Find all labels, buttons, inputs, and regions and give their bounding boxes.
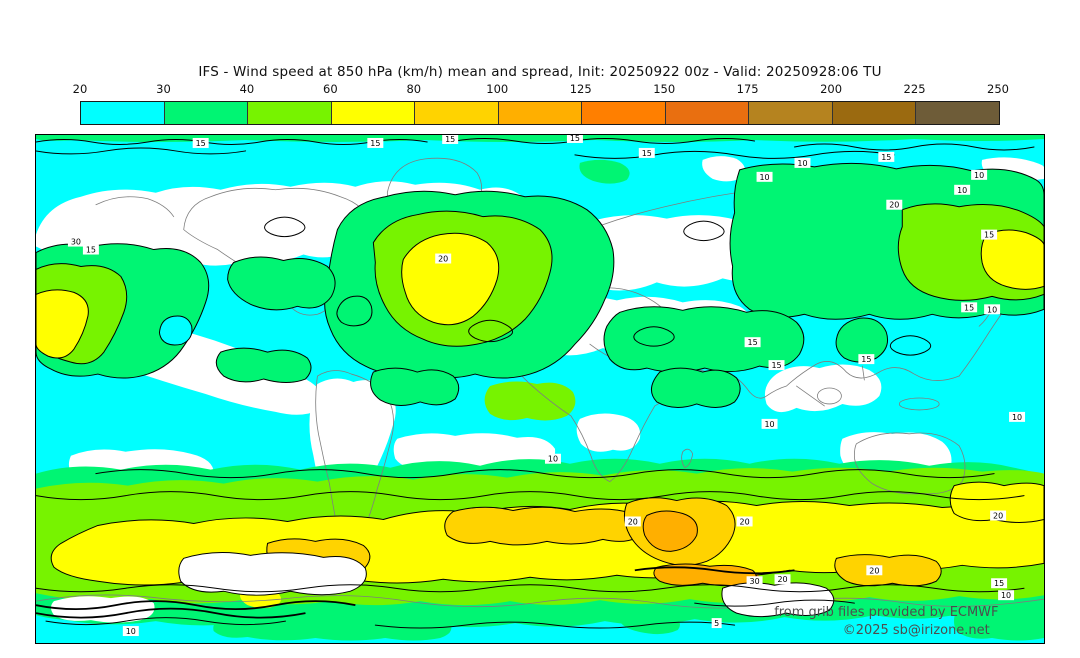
colorbar-segment-60-80 (331, 102, 416, 124)
contour-label: 10 (1009, 411, 1026, 422)
contour-label: 10 (544, 453, 561, 464)
svg-text:15: 15 (370, 139, 380, 148)
colorbar (80, 101, 1000, 125)
svg-text:15: 15 (994, 579, 1004, 588)
svg-text:10: 10 (974, 171, 984, 180)
colorbar-tick: 30 (156, 82, 171, 96)
svg-text:10: 10 (957, 186, 967, 195)
contour-label: 20 (435, 253, 452, 264)
svg-text:20: 20 (889, 201, 899, 210)
svg-text:15: 15 (771, 361, 781, 370)
contour-label: 15 (367, 137, 384, 148)
colorbar-tick-row: 20 30 40 60 80 100 125 150 175 200 225 250 (0, 82, 1080, 96)
contour-label: 10 (971, 169, 988, 180)
contour-label: 10 (794, 157, 811, 168)
contour-label: 15 (192, 137, 209, 148)
colorbar-segment-20-30 (81, 102, 165, 124)
contour-label: 30 (746, 576, 763, 586)
colorbar-segment-150-175 (665, 102, 750, 124)
svg-text:5: 5 (714, 619, 719, 628)
contour-label: 15 (991, 578, 1008, 588)
svg-text:10: 10 (797, 159, 807, 168)
svg-text:15: 15 (964, 303, 974, 312)
colorbar-tick: 225 (903, 82, 926, 96)
contour-label: 10 (761, 418, 778, 429)
spread-contour-layer (36, 137, 1044, 629)
contour-label: 15 (638, 147, 655, 158)
svg-text:15: 15 (861, 355, 871, 364)
colorbar-segment-225-250 (916, 102, 1000, 124)
colorbar-segment-125-150 (582, 102, 666, 124)
colorbar-tick: 175 (736, 82, 759, 96)
contour-label: 10 (122, 626, 139, 636)
svg-text:15: 15 (570, 135, 580, 143)
contour-label: 15 (744, 337, 761, 347)
contour-label: 30 (67, 236, 84, 247)
contour-label: 10 (998, 590, 1015, 600)
colorbar-tick: 20 (72, 82, 88, 96)
wind-map: 15 15 15 15 15 15 10 10 20 10 10 30 15 20 15 15 15 15 10 10… (35, 134, 1045, 644)
svg-text:15: 15 (445, 135, 455, 144)
svg-text:10: 10 (126, 627, 136, 636)
contour-label: 15 (442, 135, 459, 144)
svg-text:10: 10 (1001, 591, 1011, 600)
svg-text:20: 20 (740, 517, 750, 526)
colorbar-tick: 80 (406, 82, 422, 96)
contour-label: 20 (990, 510, 1007, 520)
colorbar-tick: 250 (987, 82, 1009, 96)
contour-label: 5 (711, 618, 722, 628)
contour-label: 20 (886, 199, 903, 210)
svg-text:10: 10 (764, 420, 774, 429)
colorbar-tick: 150 (653, 82, 676, 96)
svg-text:15: 15 (86, 246, 96, 255)
colorbar-segment-80-100 (415, 102, 499, 124)
svg-text:10: 10 (1012, 413, 1022, 422)
contour-label: 20 (624, 516, 641, 526)
contour-label: 10 (984, 304, 1001, 314)
contour-label: 20 (866, 565, 883, 575)
contour-label: 15 (961, 302, 978, 312)
contour-label: 15 (768, 360, 785, 370)
contour-label: 15 (82, 244, 99, 255)
colorbar-tick: 60 (323, 82, 338, 96)
svg-text:15: 15 (748, 338, 758, 347)
contour-label: 20 (736, 516, 753, 526)
svg-text:30: 30 (71, 238, 81, 247)
svg-text:10: 10 (548, 455, 558, 464)
chart-title: IFS - Wind speed at 850 hPa (km/h) mean … (198, 64, 882, 80)
attribution-line1: from grib files provided by ECMWF (774, 605, 998, 620)
contour-label: 15 (858, 354, 875, 364)
svg-text:20: 20 (869, 566, 879, 575)
contour-label: 15 (566, 135, 583, 143)
attribution-line2: ©2025 sb@irizone.net (843, 623, 990, 638)
svg-text:15: 15 (881, 153, 891, 162)
wind-map-svg: 15 15 15 15 15 15 10 10 20 10 10 30 15 20 15 15 15 15 10 10… (36, 135, 1044, 643)
colorbar-segment-200-225 (832, 102, 917, 124)
contour-label: 10 (756, 171, 773, 182)
svg-text:20: 20 (438, 255, 448, 264)
svg-text:10: 10 (759, 173, 769, 182)
svg-text:15: 15 (642, 149, 652, 158)
colorbar-tick: 100 (486, 82, 509, 96)
svg-text:10: 10 (987, 305, 997, 314)
contour-label-layer: 15 15 15 15 15 15 10 10 20 10 10 30 15 20 15 15 15 15 10 10… (67, 135, 1026, 636)
colorbar-segment-30-40 (164, 102, 249, 124)
svg-text:15: 15 (196, 139, 206, 148)
colorbar-segment-175-200 (749, 102, 833, 124)
svg-text:20: 20 (993, 511, 1003, 520)
svg-text:20: 20 (628, 517, 638, 526)
colorbar-tick: 200 (820, 82, 843, 96)
svg-text:30: 30 (749, 577, 759, 586)
svg-text:20: 20 (777, 575, 787, 584)
svg-text:15: 15 (984, 231, 994, 240)
contour-label: 10 (954, 184, 971, 195)
colorbar-segment-40-60 (248, 102, 332, 124)
colorbar-tick: 125 (569, 82, 592, 96)
contour-label: 15 (878, 151, 895, 162)
colorbar-segment-100-125 (498, 102, 583, 124)
colorbar-tick: 40 (239, 82, 255, 96)
contour-label: 15 (981, 229, 998, 240)
contour-label: 20 (774, 574, 791, 584)
